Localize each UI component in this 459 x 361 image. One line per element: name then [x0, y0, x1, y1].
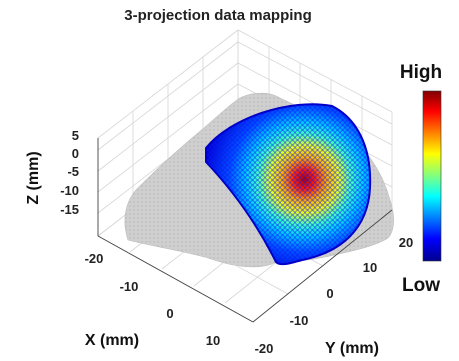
z-tick-label: 0: [72, 146, 79, 161]
colorbar-high-label: High: [400, 62, 442, 83]
colorbar: High Low: [400, 62, 442, 296]
x-tick-label: 0: [166, 306, 173, 321]
x-axis-ticks: -20 -10 0 10: [85, 251, 221, 348]
x-axis-label: X (mm): [85, 332, 139, 349]
y-axis-label: Y (mm): [325, 340, 379, 357]
y-tick-label: -20: [255, 341, 274, 356]
y-axis-ticks: -20 -10 0 10 20: [255, 235, 414, 356]
z-axis-label: Z (mm): [25, 151, 42, 204]
axes-box-lines: [97, 138, 393, 323]
z-tick-label: -15: [60, 202, 79, 217]
y-tick-label: 20: [399, 235, 413, 250]
z-axis-ticks: 5 0 -5 -10 -15: [60, 128, 79, 217]
x-tick-label: -10: [120, 279, 139, 294]
x-tick-label: 10: [206, 333, 220, 348]
x-tick-label: -20: [85, 251, 104, 266]
z-tick-label: -10: [60, 183, 79, 198]
z-tick-label: 5: [72, 128, 79, 143]
chart-title: 3-projection data mapping: [124, 7, 312, 24]
colorbar-low-label: Low: [402, 275, 440, 296]
y-tick-label: -10: [290, 313, 309, 328]
y-tick-label: 10: [363, 260, 377, 275]
colorbar-scale: [422, 90, 442, 262]
y-tick-label: 0: [326, 286, 333, 301]
z-tick-label: -5: [67, 164, 79, 179]
